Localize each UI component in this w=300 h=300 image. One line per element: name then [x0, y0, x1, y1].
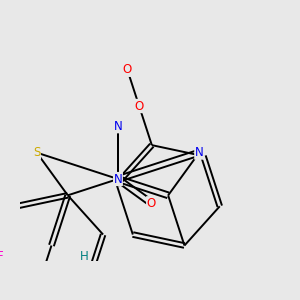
Text: O: O: [134, 100, 144, 112]
Text: H: H: [80, 250, 88, 262]
Text: O: O: [123, 63, 132, 76]
Text: O: O: [134, 100, 144, 112]
Text: F: F: [0, 250, 3, 263]
Text: N: N: [114, 172, 122, 185]
Text: O: O: [147, 197, 156, 210]
Text: N: N: [114, 120, 122, 133]
Text: S: S: [33, 146, 40, 159]
Text: N: N: [195, 146, 203, 159]
